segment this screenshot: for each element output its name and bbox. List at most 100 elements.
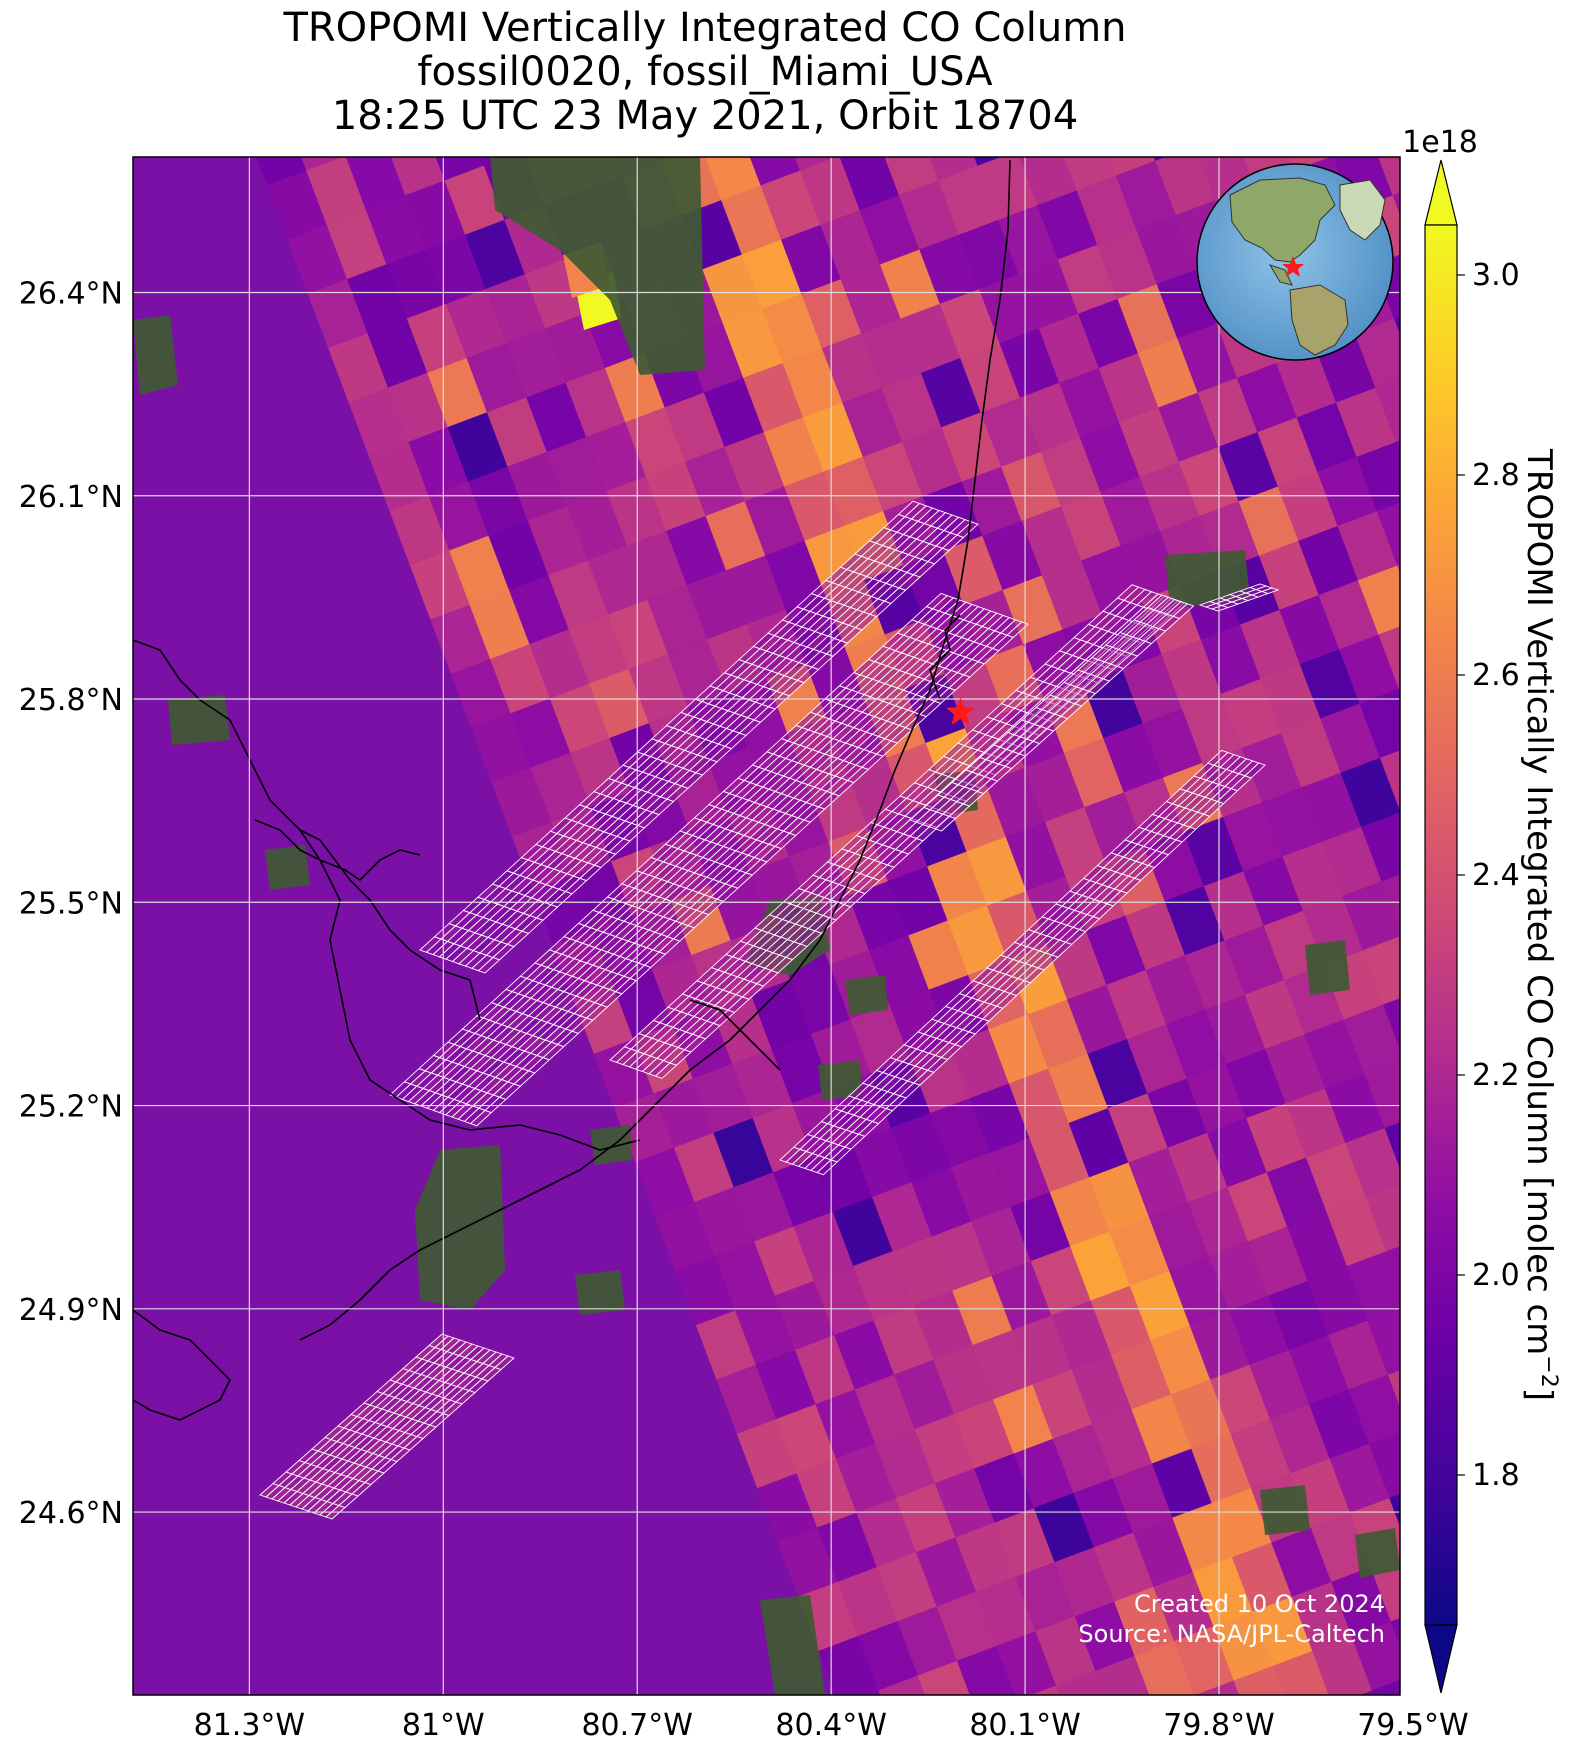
longitude-tick-label: 80.4°W — [775, 1708, 886, 1743]
latitude-tick-label: 25.8°N — [19, 683, 123, 718]
colorbar-extend-bottom — [1424, 1624, 1458, 1694]
colorbar-tick-label: 2.2 — [1472, 1058, 1520, 1093]
title-line-1: TROPOMI Vertically Integrated CO Column — [283, 5, 1127, 51]
longitude-tick-label: 79.5°W — [1357, 1708, 1468, 1743]
longitude-tick-label: 80.7°W — [581, 1708, 692, 1743]
swath-block — [419, 500, 979, 974]
co-pixel — [301, 157, 344, 172]
imagery-patch — [1305, 940, 1350, 995]
co-pixel — [1030, 1685, 1061, 1695]
imagery-patch — [575, 1270, 625, 1315]
co-pixel — [1153, 157, 1168, 162]
imagery-patch — [760, 1595, 825, 1695]
target-star-marker — [946, 697, 975, 725]
swath-cell — [1172, 603, 1195, 620]
co-pixel — [1343, 1004, 1400, 1075]
imagery-patch — [133, 315, 178, 395]
co-pixel — [1055, 1670, 1106, 1695]
imagery-patch — [1165, 550, 1250, 608]
longitude-tick-labels: 81.3°W 81°W 80.7°W 80.4°W 80.1°W 79.8°W 79.5°W — [194, 1708, 1469, 1743]
swath-cell — [1260, 587, 1280, 594]
co-pixel — [1342, 881, 1400, 951]
colorbar-label: TROPOMI Vertically Integrated CO Column … — [1519, 448, 1561, 1401]
co-pixel — [1457, 590, 1517, 659]
title-line-3: 18:25 UTC 23 May 2021, Orbit 18704 — [331, 93, 1079, 139]
colorbar-tick-label: 3.0 — [1472, 258, 1520, 293]
latitude-tick-label: 24.9°N — [19, 1293, 123, 1328]
imagery-patch — [845, 975, 888, 1015]
colorbar-tick-label: 2.8 — [1472, 458, 1520, 493]
colorbar: 1.8 2.0 2.2 2.4 2.6 2.8 3.0 1e18 TROPOMI Verti… — [1402, 125, 1561, 1694]
co-pixel — [866, 1690, 881, 1695]
co-pixel — [1395, 440, 1400, 454]
swath-cell — [1244, 762, 1266, 779]
co-pixel — [1378, 626, 1400, 690]
colorbar-exponent: 1e18 — [1402, 125, 1478, 160]
co-pixel — [1345, 1127, 1400, 1198]
co-pixel — [325, 87, 385, 156]
title-line-2: fossil0020, fossil_Miami_USA — [417, 49, 993, 95]
co-pixel — [917, 1660, 971, 1695]
swath-cell — [956, 521, 979, 538]
co-pixel — [1356, 441, 1400, 512]
co-pixel — [1351, 1621, 1400, 1692]
co-pixel — [1340, 757, 1400, 828]
colorbar-extend-top — [1424, 159, 1458, 226]
co-pixel — [1386, 1246, 1400, 1289]
graticule — [133, 157, 1400, 1695]
imagery-patch — [1355, 1528, 1400, 1578]
co-pixel — [974, 157, 1003, 167]
co-pixel — [1354, 318, 1400, 389]
co-pixel — [1384, 1122, 1400, 1169]
co-pixel — [1459, 714, 1519, 783]
swath-cell — [494, 1355, 515, 1371]
co-pixel — [1077, 1725, 1137, 1748]
swath-cell — [1006, 621, 1029, 638]
imagery-patch — [590, 1125, 632, 1165]
co-pixel — [794, 157, 838, 172]
co-pixel — [1095, 1655, 1150, 1695]
latitude-tick-label: 24.6°N — [19, 1496, 123, 1531]
coastline — [133, 159, 1011, 1421]
co-pixel — [819, 87, 879, 156]
imagery-patch — [490, 157, 705, 375]
swath-block — [779, 749, 1266, 1176]
co-pixel — [1362, 936, 1400, 1006]
swath-block — [909, 594, 1195, 832]
co-pixel — [1294, 1706, 1354, 1748]
inset-globe — [1196, 163, 1394, 361]
swath-block — [1198, 583, 1280, 612]
globe-target-star — [1282, 256, 1304, 277]
co-pixel — [1389, 1494, 1400, 1527]
colorbar-tick-label: 2.4 — [1472, 858, 1520, 893]
co-pixel — [1376, 502, 1400, 567]
co-pixel — [1371, 1679, 1400, 1695]
imagery-patch — [818, 1060, 862, 1100]
co-pixel — [1359, 688, 1400, 759]
co-pixel — [1357, 565, 1400, 636]
co-pixel — [1365, 1184, 1400, 1252]
latitude-tick-label: 26.4°N — [19, 277, 123, 312]
co-pixel — [1233, 1665, 1285, 1695]
swath-block — [389, 592, 1029, 1127]
longitude-tick-label: 81°W — [402, 1708, 485, 1743]
co-pixel — [1272, 1650, 1330, 1695]
co-pixel — [1361, 812, 1400, 882]
colorbar-tick-label: 1.8 — [1472, 1458, 1520, 1493]
longitude-tick-label: 80.1°W — [969, 1708, 1080, 1743]
co-pixel — [1449, 1523, 1509, 1592]
co-pixel — [1368, 1432, 1400, 1499]
colorbar-tick-label: 2.6 — [1472, 658, 1520, 693]
co-pixel — [1195, 1680, 1240, 1695]
co-pixel — [1387, 1370, 1400, 1408]
imagery-patch — [265, 845, 310, 890]
longitude-tick-label: 79.8°W — [1163, 1708, 1274, 1743]
co-pixel — [1367, 1308, 1400, 1376]
co-pixel — [1348, 1374, 1400, 1445]
co-pixel — [660, 157, 674, 162]
latitude-tick-labels: 26.4°N 26.1°N 25.8°N 25.5°N 25.2°N 24.9°N 24.6… — [19, 277, 123, 1532]
imagery-patch — [415, 1145, 505, 1310]
colorbar-body — [1424, 224, 1458, 1626]
co-pixel — [1379, 750, 1400, 812]
